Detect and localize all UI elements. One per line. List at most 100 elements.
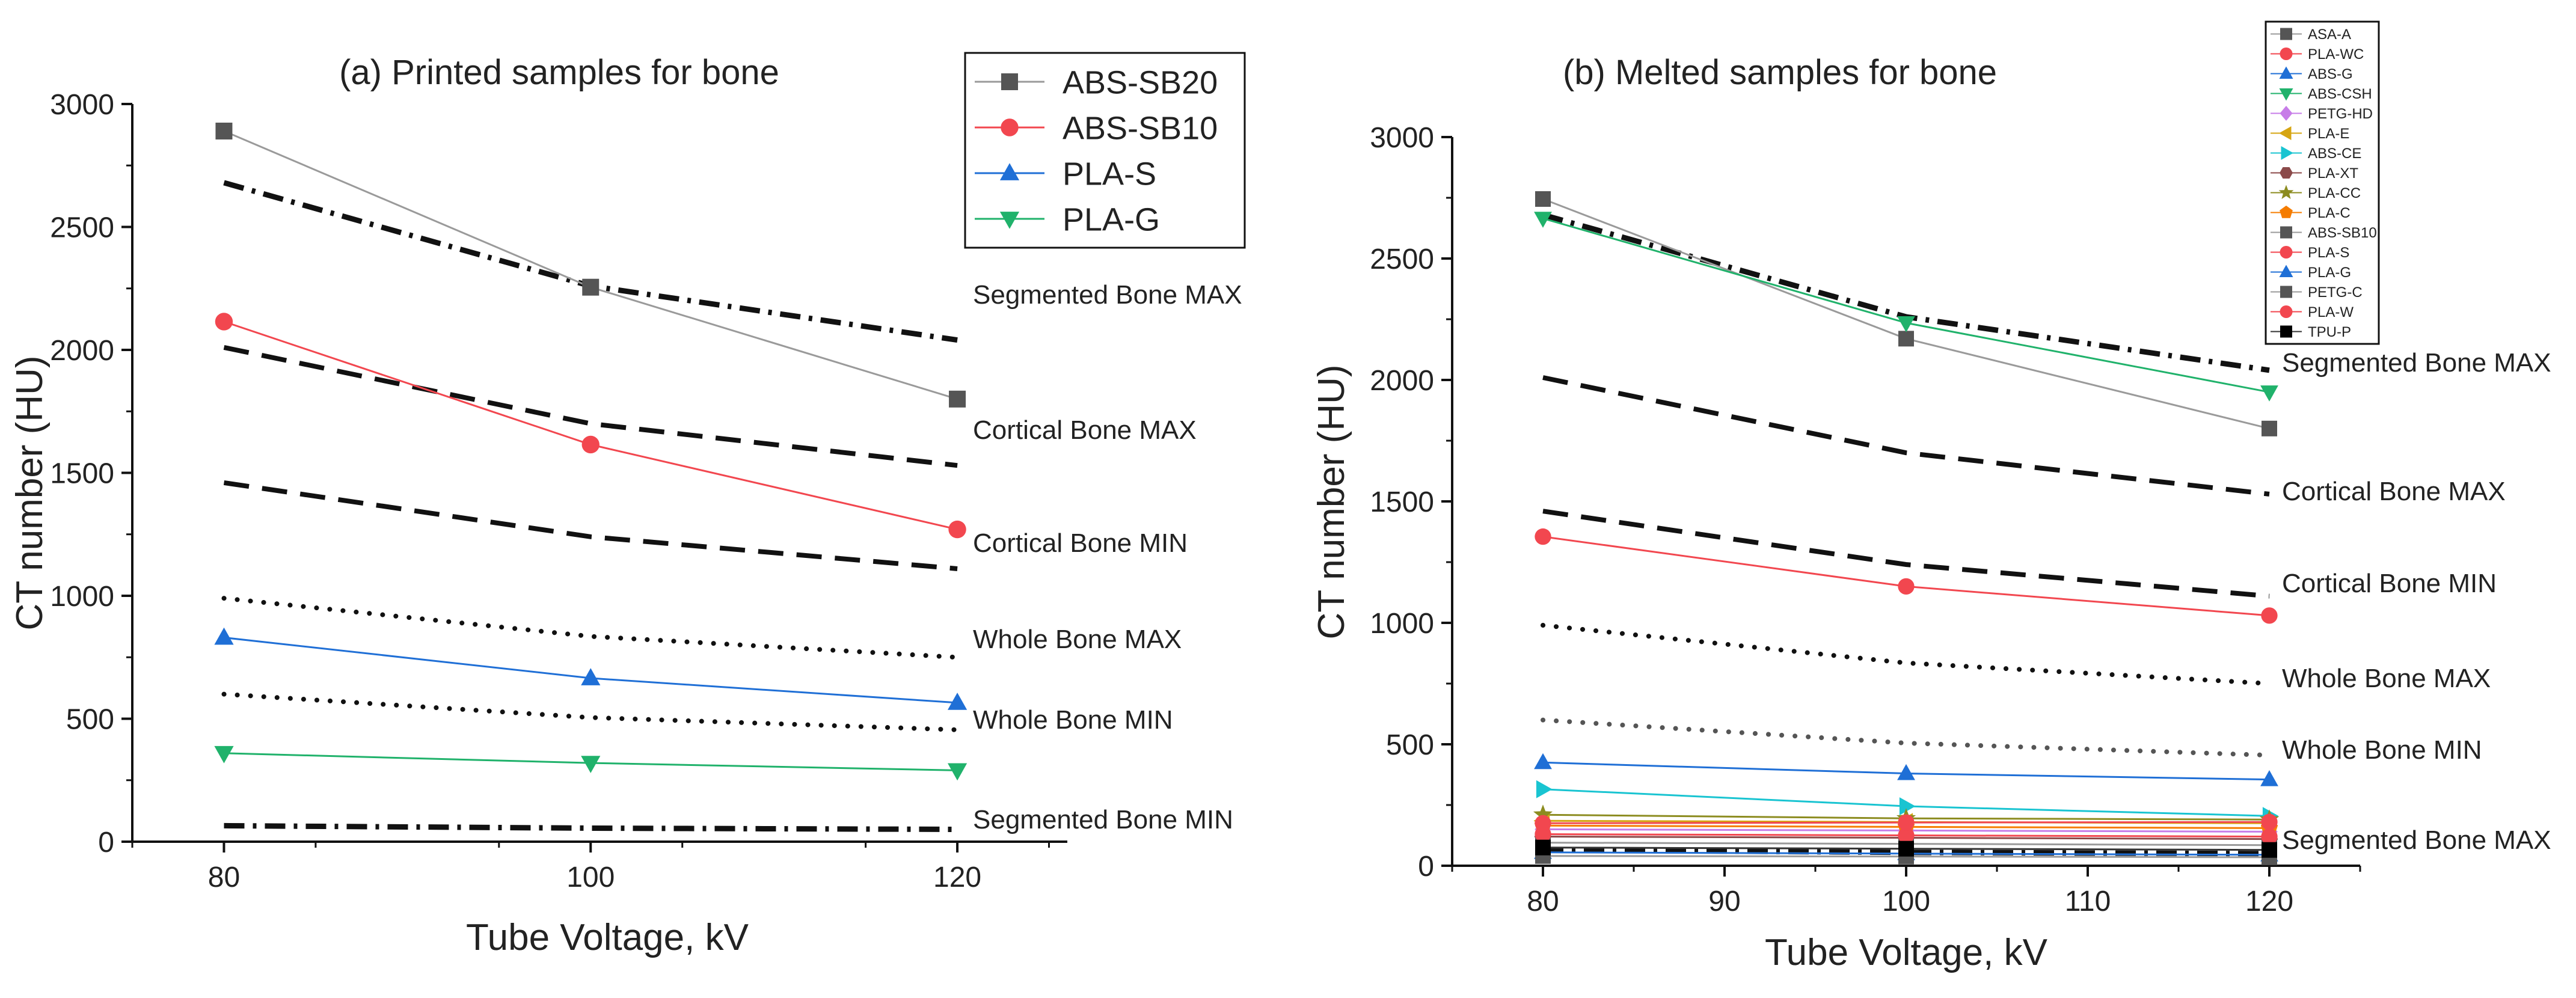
legend-marker: [2280, 325, 2292, 338]
reference-label: Segmented Bone MAX: [973, 280, 1242, 310]
data-point: [214, 627, 234, 645]
reference-label: Cortical Bone MIN: [973, 528, 1188, 558]
data-point: [948, 763, 968, 781]
data-point: [1898, 578, 1915, 595]
reference-line: [223, 180, 958, 343]
legend-label: PLA-C: [2308, 205, 2351, 221]
legend-marker: [2281, 146, 2293, 160]
data-point: [1897, 316, 1915, 332]
data-point: [215, 313, 233, 331]
reference-line: [221, 596, 960, 660]
legend-marker: [2279, 265, 2293, 277]
legend-label: PLA-W: [2308, 304, 2354, 320]
reference-label: Whole Bone MAX: [2282, 664, 2491, 693]
reference-label: Whole Bone MIN: [2282, 735, 2482, 765]
reference-line: [223, 344, 958, 468]
data-point: [581, 756, 601, 773]
reference-line: [1541, 623, 2272, 686]
legend-marker: [2280, 305, 2293, 318]
reference-label: Segmented Bone MAX: [2282, 825, 2551, 855]
data-point: [1898, 840, 1914, 857]
legend-label: ABS-G: [2308, 66, 2353, 82]
data-point: [1899, 797, 1916, 815]
legend-marker: [2280, 28, 2292, 40]
legend-label: ABS-CE: [2308, 145, 2361, 162]
data-point: [581, 435, 600, 454]
legend-marker: [2280, 226, 2292, 239]
series-line: [1542, 536, 2270, 617]
reference-line: [1541, 717, 2272, 758]
reference-label: Whole Bone MAX: [973, 625, 1182, 654]
x-tick-label: 90: [1708, 886, 1740, 917]
panel-a-printed-samples: (a) Printed samples for bone Tube Voltag…: [9, 52, 1246, 958]
reference-line: [1542, 212, 2270, 373]
panel-b-plot-area: 0 500 1000 1500 2000 2500 3000 80 90 100 110 120 Seg…: [1370, 122, 2551, 917]
series-line: [224, 320, 958, 531]
reference-label: Segmented Bone MIN: [973, 805, 1233, 834]
reference-label: Segmented Bone MAX: [2282, 348, 2551, 378]
data-point: [948, 520, 966, 539]
data-point: [1535, 815, 1551, 831]
y-tick-label: 2000: [50, 335, 114, 367]
data-point: [2262, 842, 2277, 858]
legend-label: PLA-S: [1063, 156, 1156, 192]
y-tick-label: 1000: [1370, 608, 1434, 640]
reference-label: Cortical Bone MAX: [2282, 477, 2506, 506]
legend-label: PLA-CC: [2308, 185, 2361, 201]
series-line: [1542, 198, 2270, 430]
legend-marker: [2280, 167, 2293, 179]
data-point: [1534, 212, 1552, 228]
y-tick-label: 0: [98, 827, 114, 859]
legend-marker: [1001, 73, 1018, 90]
x-tick-label: 110: [2065, 886, 2111, 917]
legend-label: ABS-CSH: [2308, 86, 2372, 102]
data-point: [2261, 607, 2278, 624]
data-point: [1898, 827, 1915, 844]
data-point: [2260, 385, 2278, 402]
data-point: [215, 122, 233, 139]
data-point: [1535, 528, 1551, 545]
legend-marker: [2280, 286, 2292, 298]
x-tick-label: 100: [1882, 886, 1930, 917]
y-tick-label: 1500: [50, 458, 114, 490]
data-point: [1535, 191, 1551, 207]
x-tick-label: 120: [933, 862, 981, 893]
data-point: [1533, 804, 1553, 823]
legend-label: PLA-G: [2308, 265, 2351, 281]
reference-line: [221, 691, 960, 732]
data-point: [948, 693, 968, 710]
reference-label: Cortical Bone MIN: [2282, 569, 2497, 598]
data-point: [582, 278, 600, 296]
panel-b-y-axis-label: CT number (HU): [1311, 364, 1352, 639]
legend-label: PLA-E: [2308, 126, 2349, 142]
panel-b-x-axis-label: Tube Voltage, kV: [1765, 932, 2048, 973]
legend-marker: [2280, 206, 2293, 218]
legend-label: ABS-SB10: [1063, 110, 1218, 146]
legend-marker: [2279, 126, 2292, 140]
data-point: [1535, 839, 1551, 856]
panel-a-title: (a) Printed samples for bone: [339, 53, 779, 92]
legend-marker: [2280, 47, 2293, 60]
legend-marker: [999, 212, 1020, 229]
y-tick-label: 2500: [50, 212, 114, 244]
legend-label: ABS-SB10: [2308, 225, 2377, 241]
legend-marker: [1001, 118, 1019, 136]
data-point: [2262, 420, 2277, 436]
legend-label: ASA-A: [2308, 26, 2351, 43]
data-point: [214, 745, 234, 764]
y-tick-label: 3000: [50, 89, 114, 121]
data-point: [2261, 813, 2278, 830]
data-point: [1897, 764, 1915, 780]
x-tick-label: 120: [2245, 886, 2293, 917]
y-tick-label: 0: [1418, 851, 1434, 883]
reference-label: Whole Bone MIN: [973, 705, 1173, 735]
legend-label: ABS-SB20: [1063, 64, 1218, 100]
data-point: [2261, 828, 2278, 845]
y-tick-label: 500: [1386, 729, 1434, 761]
legend-marker: [2280, 246, 2293, 259]
panel-a-x-axis-label: Tube Voltage, kV: [466, 917, 749, 958]
data-point: [581, 668, 601, 685]
legend-marker: [999, 163, 1020, 180]
panel-a-plot-area: 0 500 1000 1500 2000 2500 3000 80 100 120 Segmente…: [50, 89, 1242, 893]
y-tick-label: 1500: [1370, 486, 1434, 518]
